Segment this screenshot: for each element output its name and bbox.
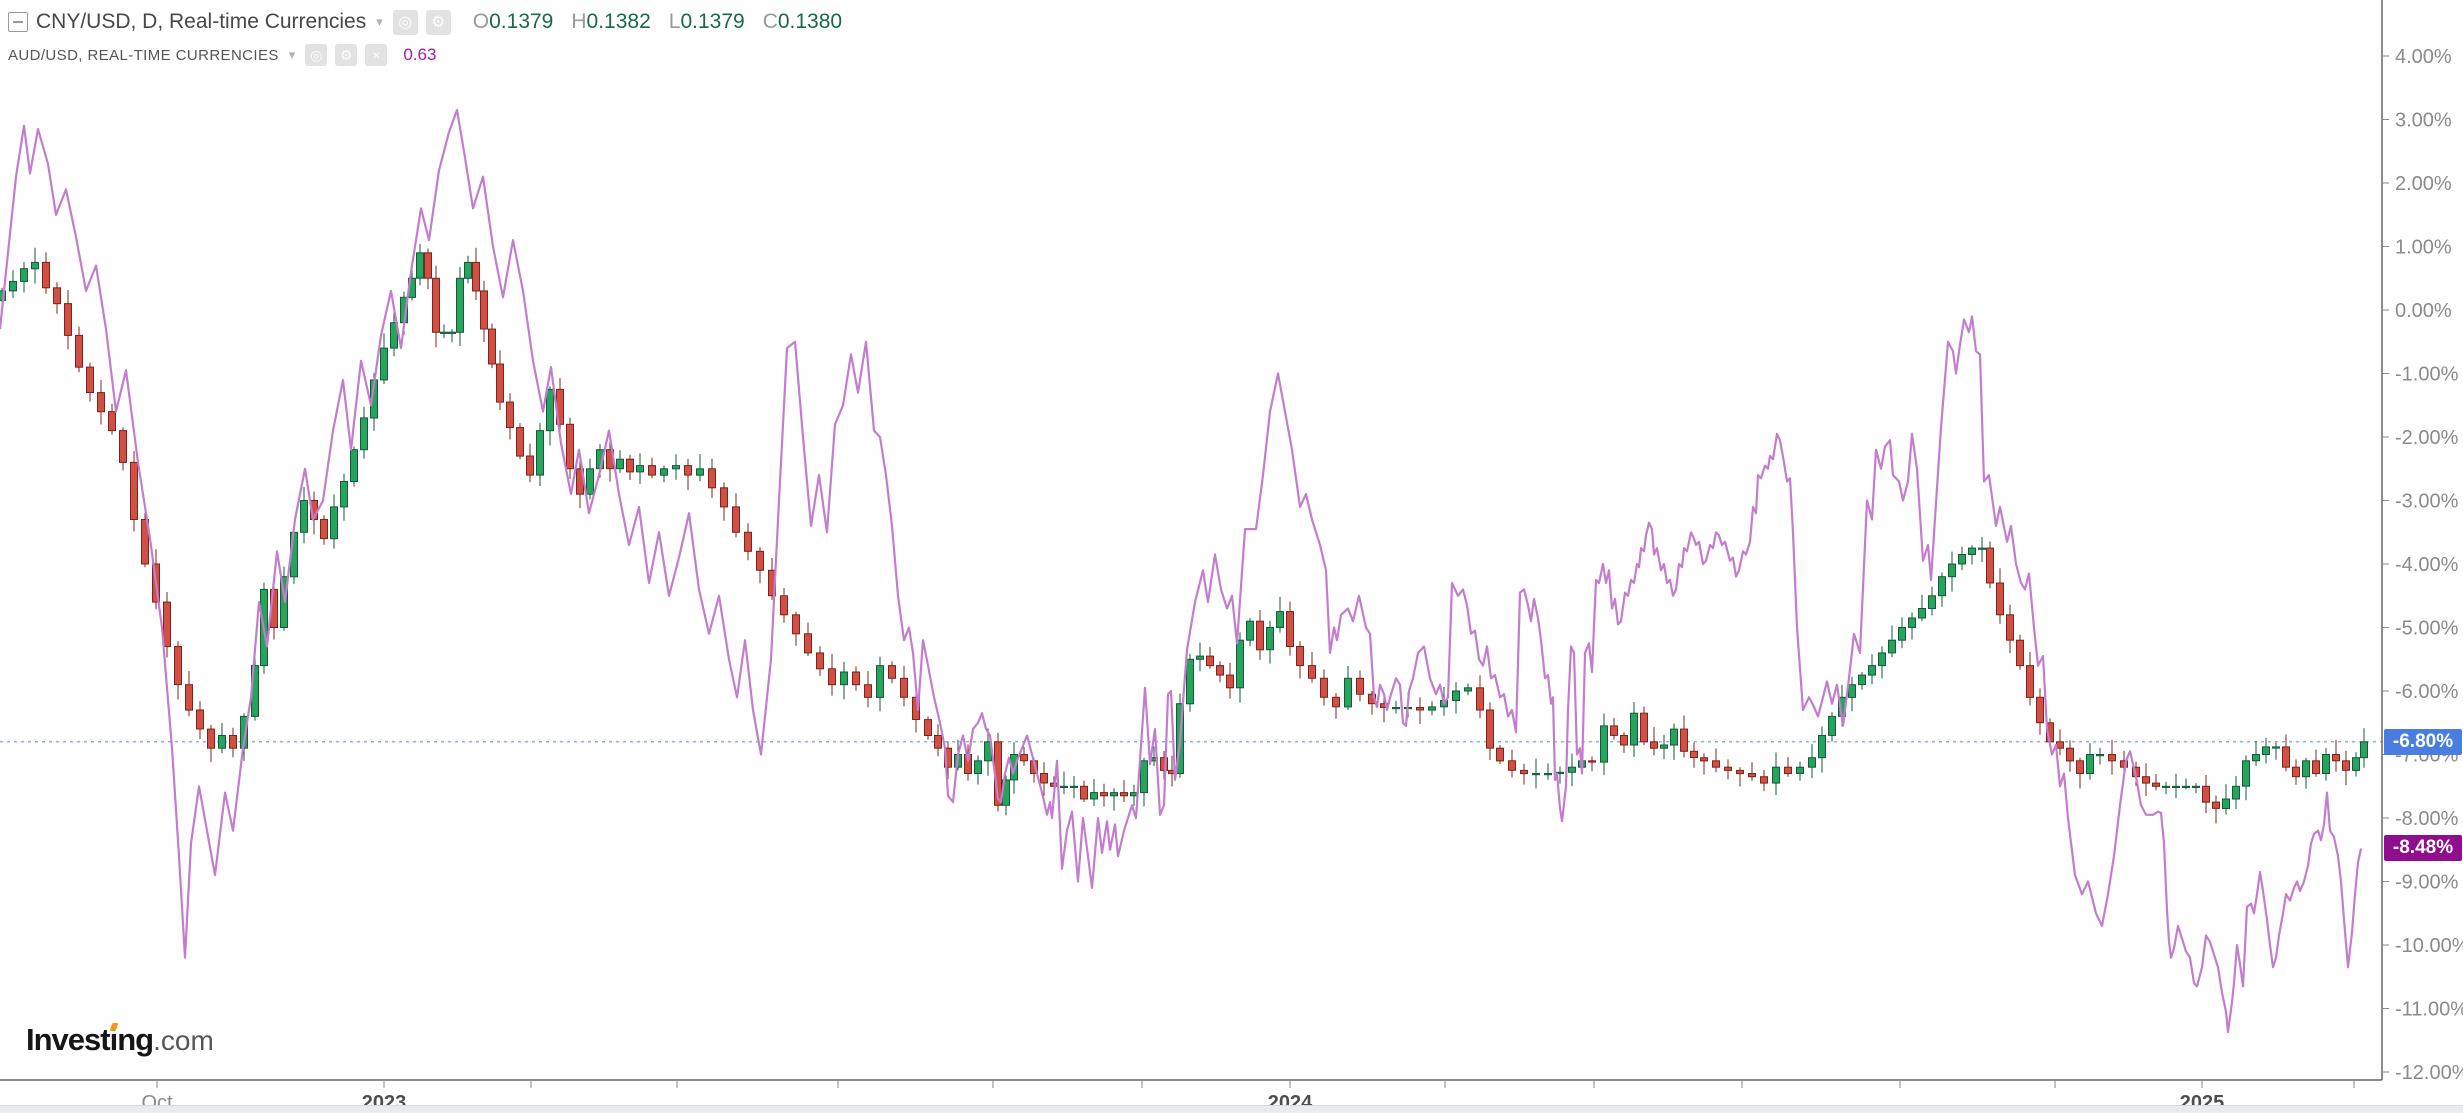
y-axis-label: -9.00% — [2395, 872, 2459, 894]
collapse-legend-icon[interactable] — [8, 12, 28, 32]
y-axis-label: 4.00% — [2395, 46, 2452, 68]
gear-icon[interactable]: ⚙ — [425, 9, 451, 35]
plot-area[interactable] — [0, 108, 2382, 1034]
open-label: O — [472, 10, 490, 33]
y-axis-label: -6.00% — [2395, 681, 2459, 703]
symbol-legend-row[interactable]: CNY/USD, D, Real-time Currencies ▾ ◎ ⚙ O… — [8, 6, 842, 38]
gear-icon[interactable]: ⚙ — [335, 44, 358, 66]
cny-last-price-tag: -6.80% — [2384, 728, 2462, 755]
close-value: 0.1380 — [777, 10, 843, 33]
aud-last-price-tag: -8.48% — [2384, 835, 2462, 862]
y-axis-label: -1.00% — [2395, 364, 2459, 386]
y-axis-label: 0.00% — [2395, 300, 2452, 322]
y-axis-label: -3.00% — [2395, 491, 2459, 513]
y-axis-label: -10.00% — [2395, 935, 2463, 957]
brand-suffix: .com — [153, 1025, 214, 1056]
y-axis-label: -5.00% — [2395, 618, 2459, 640]
close-icon[interactable]: × — [365, 44, 388, 66]
high-value: 0.1382 — [586, 10, 651, 33]
y-axis-label: -8.00% — [2395, 808, 2459, 830]
chevron-down-icon[interactable]: ▾ — [288, 47, 296, 62]
y-axis-label: -2.00% — [2395, 427, 2459, 449]
high-label: H — [571, 10, 587, 33]
y-axis-label: 2.00% — [2395, 173, 2452, 195]
overlay-title[interactable]: AUD/USD, REAL-TIME CURRENCIES — [8, 46, 279, 64]
low-value: 0.1379 — [680, 10, 745, 33]
eye-icon[interactable]: ◎ — [392, 9, 418, 35]
chevron-down-icon[interactable]: ▾ — [376, 14, 383, 29]
y-axis-label: -11.00% — [2395, 999, 2463, 1021]
legend: CNY/USD, D, Real-time Currencies ▾ ◎ ⚙ O… — [8, 6, 842, 68]
y-axis-label: -4.00% — [2395, 554, 2459, 576]
aud-usd-line — [0, 108, 2363, 1034]
close-label: C — [762, 10, 778, 33]
y-axis-label: 3.00% — [2395, 110, 2452, 132]
price-axis[interactable]: 4.00% 3.00% 2.00% 1.00% 0.00% -1.00% -2.00% -3.… — [2382, 46, 2463, 1084]
cny-usd-candles — [0, 243, 2368, 824]
overlay-value: 0.63 — [403, 45, 437, 64]
investing-watermark: Investıng.com — [26, 1022, 214, 1058]
brand-text: Investıng — [26, 1022, 154, 1057]
symbol-title[interactable]: CNY/USD, D, Real-time Currencies — [36, 10, 367, 33]
ohlc-readout: O0.1379 H0.1382 L0.1379 C0.1380 — [473, 10, 842, 34]
eye-icon[interactable]: ◎ — [305, 44, 328, 66]
y-axis-label: 1.00% — [2395, 237, 2452, 259]
low-label: L — [668, 10, 681, 33]
orange-i-accent: ı — [109, 1022, 119, 1057]
bottom-divider-strip — [0, 1105, 2463, 1113]
y-axis-label: -12.00% — [2395, 1062, 2463, 1084]
overlay-legend-row[interactable]: AUD/USD, REAL-TIME CURRENCIES ▾ ◎ ⚙ × 0.… — [8, 42, 842, 68]
open-value: 0.1379 — [489, 10, 554, 33]
